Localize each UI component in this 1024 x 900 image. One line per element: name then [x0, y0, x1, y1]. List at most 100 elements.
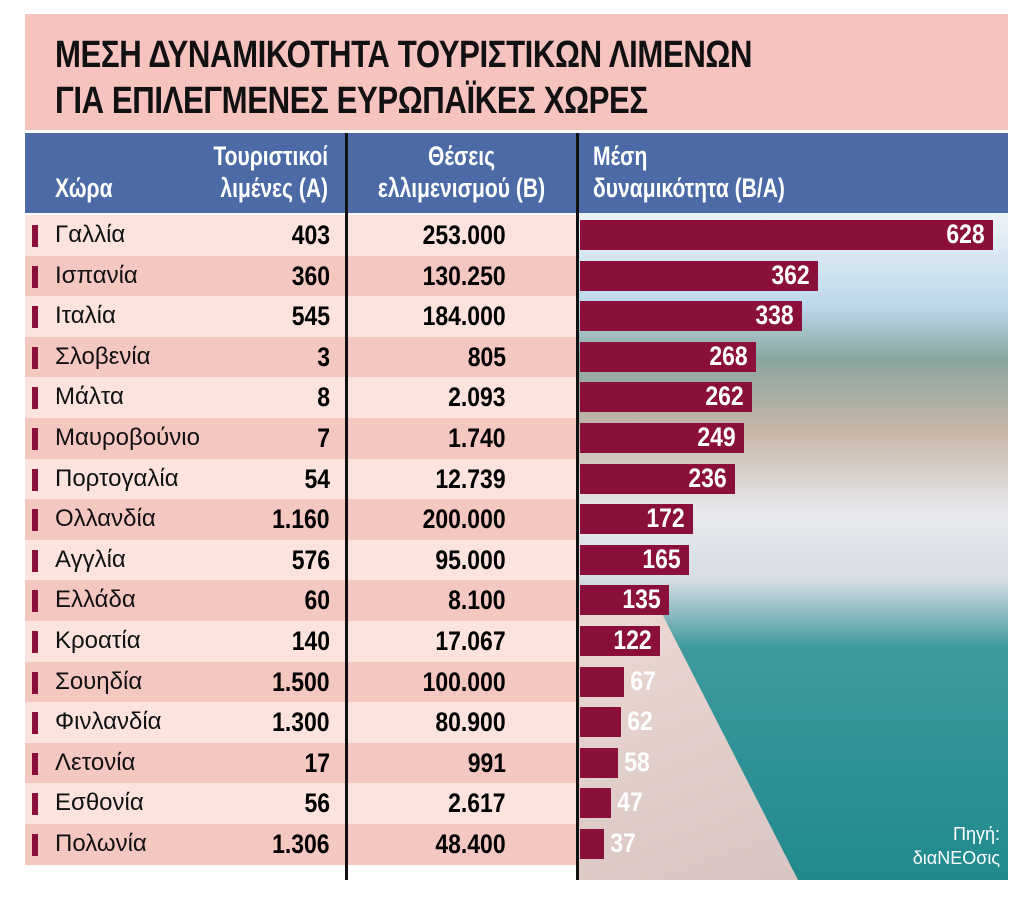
- country-name: Μάλτα: [55, 383, 124, 411]
- ports-value: 7: [317, 422, 330, 453]
- bar-value-label: 338: [755, 300, 794, 331]
- ports-value: 17: [304, 747, 330, 778]
- country-name: Πορτογαλία: [55, 464, 179, 492]
- bar: [580, 626, 661, 656]
- header-capacity-2: δυναμικότητα (Β/Α): [593, 173, 785, 203]
- country-name: Σουηδία: [55, 667, 143, 695]
- ports-value: 3: [317, 341, 330, 372]
- bar: [580, 260, 819, 291]
- bar: [580, 585, 669, 616]
- ports-value: 8: [317, 382, 330, 413]
- table-row: Κροατία 140 17.067: [25, 620, 578, 662]
- bar: [580, 463, 736, 494]
- table-header: Χώρα Τουριστικοί λιμένες (Α) Θέσεις ελλι…: [25, 133, 1008, 213]
- berths-value: 130.250: [423, 260, 506, 291]
- title-banner: ΜΕΣΗ ΔΥΝΑΜΙΚΟΤΗΤΑ ΤΟΥΡΙΣΤΙΚΩΝ ΛΙΜΕΝΩΝ ΓΙ…: [25, 14, 1008, 130]
- berths-value: 184.000: [423, 301, 506, 332]
- title-line-2: ΓΙΑ ΕΠΙΛΕΓΜΕΝΕΣ ΕΥΡΩΠΑΪΚΕΣ ΧΩΡΕΣ: [55, 80, 648, 122]
- header-capacity-1: Μέση: [593, 141, 648, 171]
- table-row: Φινλανδία 1.300 80.900: [25, 702, 578, 743]
- bar-value-label: 268: [709, 340, 748, 371]
- bar-value-label: 249: [697, 422, 736, 452]
- bar-value-label: 362: [771, 259, 810, 290]
- berths-value: 80.900: [435, 707, 506, 738]
- table-row: Αγγλία 576 95.000: [25, 539, 578, 581]
- bar: [580, 747, 619, 778]
- bar: [580, 220, 993, 250]
- table-row: Πορτογαλία 54 12.739: [25, 458, 578, 500]
- row-marker: [32, 387, 38, 410]
- country-name: Γαλλία: [55, 221, 126, 248]
- berths-value: 12.739: [435, 463, 506, 494]
- country-name: Ελλάδα: [55, 586, 136, 614]
- bar-value-label: 37: [610, 828, 637, 858]
- bar: [580, 544, 689, 575]
- berths-value: 8.100: [448, 585, 506, 616]
- bar-value-label: 67: [630, 665, 656, 696]
- title-line-1: ΜΕΣΗ ΔΥΝΑΜΙΚΟΤΗΤΑ ΤΟΥΡΙΣΤΙΚΩΝ ΛΙΜΕΝΩΝ: [55, 34, 753, 76]
- bar: [580, 341, 757, 372]
- country-name: Ισπανία: [55, 261, 138, 289]
- bar-value-label: 236: [688, 462, 727, 493]
- ports-value: 60: [304, 585, 330, 616]
- table-row: Γαλλία 403 253.000: [25, 215, 578, 256]
- ports-value: 1.160: [272, 504, 330, 535]
- row-marker: [32, 793, 38, 816]
- berths-value: 991: [467, 747, 506, 778]
- table-row: Σλοβενία 3 805: [25, 336, 578, 378]
- row-marker: [32, 549, 38, 572]
- table-row: Ελλάδα 60 8.100: [25, 580, 578, 621]
- berths-value: 2.093: [448, 382, 506, 413]
- berths-value: 1.740: [448, 422, 506, 453]
- bar-value-label: 262: [705, 381, 744, 412]
- ports-value: 54: [304, 463, 330, 494]
- bar: [580, 423, 744, 453]
- bar-value-label: 135: [622, 584, 661, 615]
- table-row: Λετονία 17 991: [25, 742, 578, 784]
- berths-value: 100.000: [423, 666, 506, 697]
- country-name: Ιταλία: [55, 302, 116, 330]
- row-marker: [32, 671, 38, 694]
- berths-value: 805: [467, 341, 506, 372]
- row-marker: [32, 752, 38, 775]
- bar-value-label: 47: [617, 787, 643, 818]
- bar-value-label: 62: [627, 706, 653, 737]
- bar-value-label: 58: [624, 746, 650, 777]
- column-divider: [576, 133, 579, 880]
- ports-value: 1.500: [272, 666, 330, 697]
- ports-value: 545: [291, 301, 330, 332]
- bar-value-label: 172: [646, 503, 685, 534]
- table-row: Ιταλία 545 184.000: [25, 296, 578, 337]
- header-ports-1: Τουριστικοί: [213, 141, 328, 171]
- country-name: Αγγλία: [55, 545, 126, 573]
- bar: [580, 666, 625, 697]
- source-name: διαΝΕΟσις: [912, 848, 1000, 868]
- bar-value-label: 628: [946, 219, 985, 249]
- row-marker: [32, 427, 38, 450]
- table-row: Μαυροβούνιο 7 1.740: [25, 417, 578, 459]
- country-name: Φινλανδία: [55, 708, 162, 736]
- row-marker: [32, 712, 38, 735]
- bar: [580, 829, 605, 859]
- bar: [580, 504, 694, 535]
- berths-value: 200.000: [423, 504, 506, 535]
- source-label: Πηγή:: [952, 824, 1000, 844]
- header-berths-1: Θέσεις: [427, 141, 496, 171]
- country-name: Πολωνία: [55, 829, 147, 857]
- table-row: Μάλτα 8 2.093: [25, 377, 578, 418]
- row-marker: [32, 468, 38, 491]
- country-name: Εσθονία: [55, 789, 144, 817]
- row-marker: [32, 225, 38, 247]
- header-ports-2: λιμένες (Α): [220, 173, 328, 203]
- row-marker: [32, 590, 38, 613]
- berths-value: 48.400: [435, 828, 506, 859]
- berths-value: 17.067: [435, 625, 506, 656]
- ports-value: 1.300: [272, 707, 330, 738]
- header-berths-2: ελλιμενισμού (Β): [377, 173, 546, 203]
- bar: [580, 788, 611, 819]
- table-row: Σουηδία 1.500 100.000: [25, 661, 578, 703]
- source-note: Πηγή: διαΝΕΟσις: [913, 822, 1000, 870]
- row-marker: [32, 265, 38, 288]
- bar: [580, 382, 753, 413]
- table-row: Ολλανδία 1.160 200.000: [25, 499, 578, 540]
